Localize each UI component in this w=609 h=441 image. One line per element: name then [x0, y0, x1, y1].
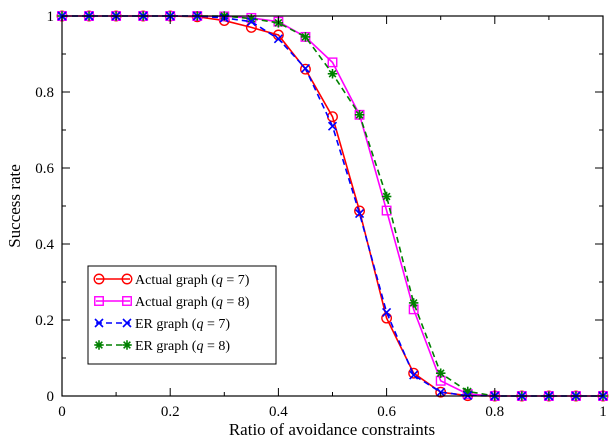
data-point: [246, 17, 256, 27]
data-point: [94, 296, 104, 306]
data-point: [300, 63, 311, 75]
data-point: [435, 368, 446, 378]
legend-item: ER graph (q = 7): [94, 317, 230, 332]
y-tick-label: 1: [47, 9, 55, 25]
legend-label: Actual graph (q = 8): [135, 295, 250, 310]
data-point: [122, 318, 132, 328]
data-point: [382, 307, 392, 317]
data-point: [354, 209, 365, 219]
data-point: [408, 367, 420, 379]
legend-item: Actual graph (q = 7): [93, 273, 250, 288]
data-point: [327, 57, 338, 68]
x-tick-label: 1: [599, 404, 607, 420]
x-tick-label: 0: [58, 404, 66, 420]
y-tick-label: 0: [47, 389, 55, 405]
y-axis-label: Success rate: [5, 164, 24, 248]
data-point: [408, 298, 419, 308]
x-tick-label: 0.6: [377, 404, 396, 420]
data-point: [273, 34, 283, 44]
data-point: [327, 121, 338, 131]
y-tick-label: 0.2: [35, 313, 54, 329]
data-point: [409, 370, 419, 380]
data-point: [300, 32, 311, 42]
legend-label: ER graph (q = 8): [135, 339, 230, 354]
ticks: 0 0.2 0.4 0.6 0.8 1 0 0.2 0.4 0.6 0.8 1: [35, 9, 607, 420]
data-point: [93, 273, 105, 285]
legend-item: ER graph (q = 8): [94, 339, 230, 354]
legend-label: Actual graph (q = 7): [135, 273, 250, 288]
x-axis-label: Ratio of avoidance constraints: [229, 420, 435, 439]
data-point: [354, 110, 365, 120]
y-tick-label: 0.8: [35, 85, 54, 101]
data-point: [300, 63, 311, 74]
data-point: [122, 340, 132, 350]
y-tick-label: 0.6: [35, 161, 54, 177]
x-tick-label: 0.4: [269, 404, 288, 420]
data-point: [121, 273, 133, 285]
legend-box: [87, 265, 277, 365]
data-point: [354, 205, 365, 217]
data-point: [94, 340, 104, 350]
legend-label: ER graph (q = 7): [135, 317, 230, 332]
data-point: [122, 296, 132, 306]
data-point: [381, 191, 392, 202]
data-point: [94, 318, 104, 328]
x-tick-label: 0.8: [485, 404, 504, 420]
x-tick-label: 0.2: [161, 404, 180, 420]
y-tick-label: 0.4: [35, 237, 54, 253]
legend-item: Actual graph (q = 8): [94, 295, 250, 310]
data-point: [327, 69, 338, 79]
legend: Actual graph (q = 7) Actual graph (q = 8)…: [87, 265, 277, 365]
